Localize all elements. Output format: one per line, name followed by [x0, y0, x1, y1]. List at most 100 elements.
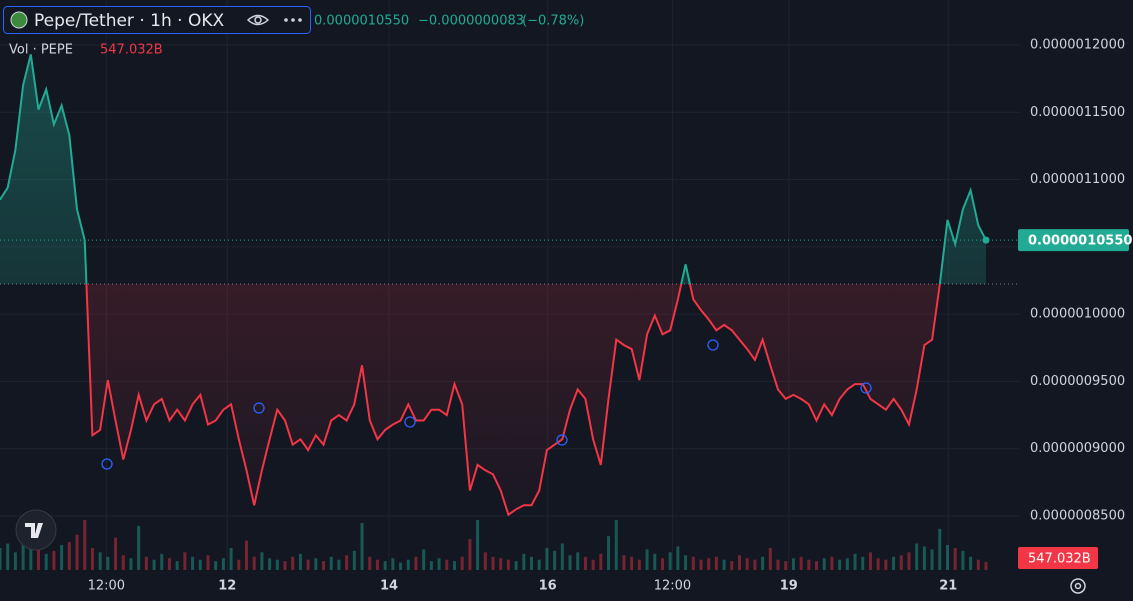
volume-bar: [684, 555, 688, 570]
volume-bar: [815, 561, 819, 570]
volume-bar: [306, 559, 310, 570]
volume-bar: [922, 546, 926, 570]
volume-bar: [429, 561, 433, 570]
volume-bar: [229, 547, 233, 570]
y-tick-label: 0.0000009000: [1030, 441, 1125, 456]
volume-bar: [868, 552, 872, 570]
volume-bar: [768, 547, 772, 570]
volume-bar: [514, 561, 518, 570]
volume-bar: [214, 561, 218, 570]
volume-bar: [738, 555, 741, 570]
volume-bar: [984, 561, 988, 570]
volume-bar: [884, 559, 888, 570]
volume-bar: [791, 558, 795, 570]
volume-bar: [160, 553, 164, 570]
y-tick-label: 0.0000008500: [1030, 509, 1125, 524]
volume-bar: [607, 536, 611, 570]
volume-bar: [452, 561, 456, 570]
volume-bar: [221, 558, 225, 570]
volume-bar: [383, 561, 387, 570]
volume-title: Vol · PEPE: [9, 43, 73, 58]
volume-bar: [907, 552, 911, 570]
volume-bar: [414, 556, 418, 570]
volume-bar: [699, 559, 703, 570]
volume-bar: [52, 550, 56, 570]
volume-bar: [953, 547, 957, 570]
volume-bar: [75, 534, 79, 570]
volume-bar: [707, 558, 711, 570]
volume-bar: [499, 558, 503, 570]
volume-bar: [876, 558, 880, 570]
volume-bar: [121, 555, 125, 570]
volume-bar: [568, 555, 572, 570]
volume-bar: [129, 558, 133, 570]
volume-bar: [37, 549, 41, 570]
volume-bar: [553, 550, 557, 570]
y-tick-label: 0.0000009500: [1030, 374, 1125, 389]
settings-icon-inner: [1074, 582, 1082, 590]
settings-icon[interactable]: [1070, 578, 1086, 594]
volume-bar: [83, 520, 87, 570]
volume-bar: [144, 556, 148, 570]
event-markers: [101, 339, 872, 470]
volume-bar: [345, 555, 349, 570]
last-price-badge: [1018, 229, 1129, 252]
volume-bar: [630, 556, 634, 570]
volume-bar: [283, 561, 287, 570]
volume-bar: [445, 559, 449, 570]
volume-bar: [784, 561, 788, 570]
volume-bar: [137, 525, 141, 570]
axis-labels: 0.0000012000 0.0000011500 0.0000011000 0.00…: [88, 37, 1133, 593]
volume-bar: [152, 559, 156, 570]
volume-bar: [360, 522, 364, 570]
volume-bar: [761, 556, 765, 570]
volume-bar: [676, 546, 680, 570]
volume-bar: [460, 556, 464, 570]
x-tick-label: 16: [539, 579, 557, 594]
volume-bar: [314, 558, 318, 570]
volume-bar: [745, 558, 749, 570]
volume-bar: [799, 556, 803, 570]
volume-bar: [838, 559, 842, 570]
y-tick-label: 0.0000011500: [1030, 105, 1125, 120]
volume-bar: [506, 559, 510, 570]
x-tick-label: 12: [218, 579, 236, 594]
volume-bar: [391, 558, 395, 570]
volume-bar: [21, 540, 25, 570]
volume-bar: [945, 545, 949, 570]
volume-bar: [183, 552, 187, 570]
volume-bar: [260, 552, 264, 570]
volume-bar: [830, 556, 834, 570]
plot: [0, 54, 1020, 517]
volume-bar: [368, 556, 372, 570]
volume-bar: [322, 561, 326, 570]
volume-bar: [198, 559, 202, 570]
volume-bar: [660, 558, 664, 570]
volume-bar: [399, 562, 403, 570]
volume-bar: [268, 558, 272, 570]
volume-bar: [29, 546, 33, 570]
volume-bar: [560, 543, 564, 570]
volume-bar: [530, 556, 534, 570]
line-down: [85, 283, 941, 517]
volume-bar: [252, 556, 256, 570]
tv-logo[interactable]: [15, 509, 57, 551]
y-tick-label: 0.0000010000: [1030, 307, 1125, 322]
volume-bar: [599, 553, 603, 570]
volume-bar: [714, 556, 718, 570]
symbol-title[interactable]: Pepe/Tether · 1h · OKX: [34, 11, 224, 31]
volume-bar: [668, 552, 672, 570]
more-icon[interactable]: [284, 18, 302, 22]
volume-bar: [298, 553, 302, 570]
symbol-box[interactable]: [3, 6, 311, 34]
volume-bar: [352, 550, 356, 570]
volume-bar: [899, 555, 903, 570]
eye-icon[interactable]: [246, 14, 270, 26]
volume-badge-label: 547.032B: [1028, 552, 1091, 567]
volume-bar: [206, 555, 210, 570]
volume-bar: [44, 553, 48, 570]
volume-bar: [938, 528, 942, 570]
volume-bar: [237, 559, 241, 570]
volume-bar: [60, 545, 64, 570]
